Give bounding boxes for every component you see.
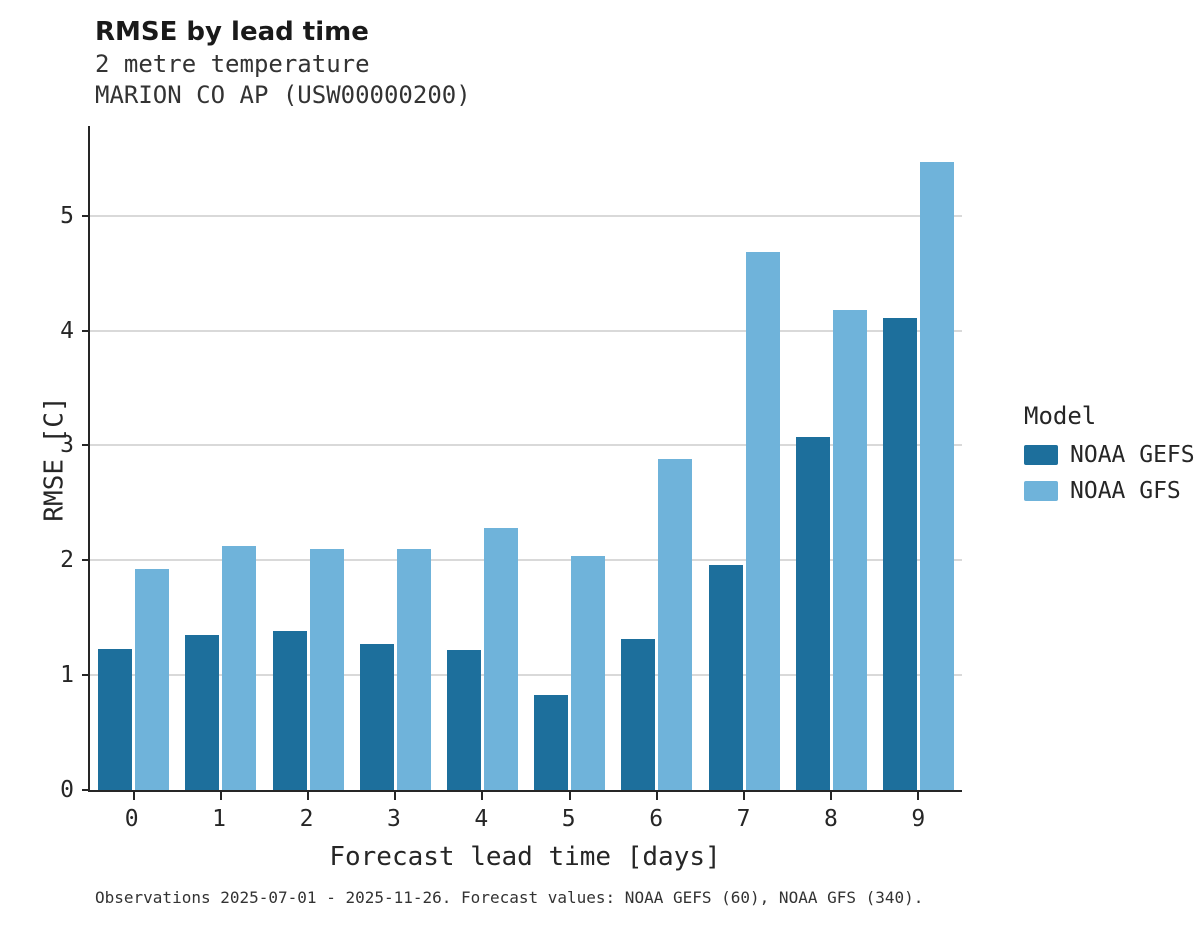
bar-group-day-3 (352, 548, 439, 790)
y-tick-label-3: 3 (60, 432, 74, 459)
legend-item-gefs: NOAA GEFS (1024, 442, 1195, 468)
plot-column: 0 1 2 3 4 5 0 1 2 3 4 5 6 7 8 9 Forecast lead time [da… (60, 125, 962, 872)
y-tick-mark-4 (82, 329, 90, 332)
bar-group-day-6 (613, 459, 700, 790)
gridline-y1 (90, 674, 962, 677)
chart-header: RMSE by lead time 2 metre temperature MA… (30, 16, 1195, 112)
bar-noaa-gfs-day-8 (832, 309, 867, 790)
bar-group-day-5 (526, 555, 613, 790)
x-tick-mark-4 (481, 791, 484, 800)
bar-noaa-gefs-day-8 (795, 437, 830, 790)
legend-label-gefs: NOAA GEFS (1070, 441, 1195, 468)
x-tick-label-7: 7 (736, 805, 751, 832)
x-tick-label-9: 9 (911, 805, 926, 832)
gridline-y2 (90, 559, 962, 562)
x-tick-label-0: 0 (124, 805, 139, 832)
bar-noaa-gfs-day-0 (135, 569, 170, 790)
x-tick-mark-6 (655, 791, 658, 800)
bar-group-day-2 (264, 548, 351, 790)
x-tick-mark-8 (830, 791, 833, 800)
bar-noaa-gefs-day-3 (359, 644, 394, 790)
y-tick-label-1: 1 (60, 662, 74, 689)
plot-area: 0 1 2 3 4 5 (60, 125, 962, 803)
bar-noaa-gefs-day-1 (185, 634, 220, 790)
y-tick-mark-2 (82, 559, 90, 562)
bar-noaa-gefs-day-5 (534, 694, 569, 790)
x-tick-label-1: 1 (212, 805, 227, 832)
bar-group-day-4 (439, 528, 526, 790)
gridline-y5 (90, 214, 962, 217)
bar-noaa-gfs-day-6 (658, 459, 693, 790)
bar-noaa-gfs-day-4 (483, 528, 518, 790)
bar-noaa-gefs-day-4 (446, 649, 481, 790)
legend: Model NOAA GEFS NOAA GFS (1024, 402, 1195, 514)
x-tick-labels: 0 1 2 3 4 5 6 7 8 9 (88, 806, 962, 832)
bar-noaa-gefs-day-0 (98, 648, 133, 790)
legend-swatch-gfs-icon (1024, 480, 1058, 501)
bar-noaa-gefs-day-7 (708, 564, 743, 790)
x-axis-label: Forecast lead time [days] (329, 841, 721, 872)
x-tick-mark-5 (568, 791, 571, 800)
x-tick-label-8: 8 (824, 805, 838, 832)
x-tick-label-3: 3 (386, 805, 401, 832)
bars-container (90, 126, 962, 790)
chart-title: RMSE by lead time (95, 17, 369, 47)
x-tick-label-2: 2 (299, 805, 314, 832)
bar-noaa-gfs-day-2 (309, 548, 344, 790)
chart-subtitle-station: MARION CO AP (USW00000200) (95, 81, 471, 110)
bar-group-day-0 (90, 569, 177, 790)
x-tick-mark-0 (132, 791, 135, 800)
bar-noaa-gefs-day-6 (621, 639, 656, 790)
y-tick-label-5: 5 (60, 202, 74, 229)
y-tick-label-0: 0 (60, 776, 74, 803)
x-tick-label-6: 6 (649, 805, 664, 832)
bar-noaa-gefs-day-2 (272, 631, 307, 790)
bar-noaa-gefs-day-9 (882, 317, 917, 790)
legend-swatch-gefs-icon (1024, 444, 1058, 465)
x-tick-mark-1 (219, 791, 222, 800)
y-tick-label-2: 2 (60, 547, 74, 574)
x-tick-label-5: 5 (561, 805, 576, 832)
bar-noaa-gfs-day-3 (396, 548, 431, 790)
y-tick-mark-1 (82, 674, 90, 677)
bar-group-day-8 (788, 309, 875, 790)
gridline-y4 (90, 329, 962, 332)
legend-item-gfs: NOAA GFS (1024, 478, 1195, 504)
x-tick-label-4: 4 (474, 805, 489, 832)
bar-noaa-gfs-day-5 (571, 555, 606, 790)
caption: Observations 2025-07-01 - 2025-11-26. Fo… (95, 887, 924, 907)
x-tick-mark-2 (307, 791, 309, 800)
chart-subtitle-variable: 2 metre temperature (95, 49, 370, 78)
bar-group-day-7 (700, 252, 787, 790)
bar-group-day-9 (875, 161, 962, 790)
y-tick-label-4: 4 (60, 317, 74, 344)
x-tick-mark-9 (917, 791, 920, 800)
y-tick-mark-5 (82, 214, 90, 217)
bar-noaa-gfs-day-1 (222, 546, 257, 790)
legend-label-gfs: NOAA GFS (1070, 477, 1181, 504)
y-tick-mark-3 (82, 444, 90, 447)
legend-title: Model (1024, 401, 1097, 430)
gridline-y3 (90, 444, 962, 447)
bar-group-day-1 (177, 546, 264, 790)
y-tick-mark-0 (82, 788, 90, 791)
bar-noaa-gfs-day-7 (745, 252, 780, 790)
bar-noaa-gfs-day-9 (919, 161, 954, 790)
x-tick-mark-7 (743, 791, 745, 800)
x-tick-mark-3 (394, 791, 397, 800)
